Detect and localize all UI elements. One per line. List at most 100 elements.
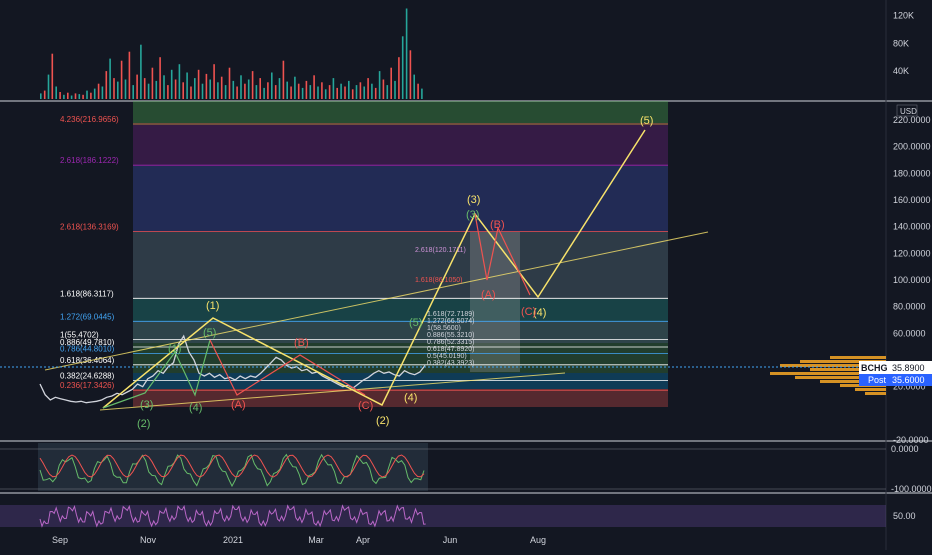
post-badge-bg bbox=[859, 374, 932, 386]
volume-bar-52 bbox=[240, 75, 242, 99]
volume-bar-13 bbox=[90, 92, 92, 99]
volume-bar-67 bbox=[297, 83, 300, 99]
fib-zone-top bbox=[133, 101, 668, 125]
wave-label: (3) bbox=[140, 399, 153, 411]
price-tick-label: 140.0000 bbox=[893, 222, 931, 232]
volume-bar-40 bbox=[194, 78, 196, 99]
post-badge-label: Post bbox=[868, 375, 887, 385]
secondary-fib-labels: 1.618(72.7189)1.272(66.5074)1(58.5600)0.… bbox=[415, 247, 474, 367]
time-axis: Sep Nov 2021 Mar Apr Jun Aug bbox=[52, 535, 546, 545]
volume-bar-44 bbox=[209, 79, 211, 99]
volume-bar-93 bbox=[398, 57, 400, 99]
wave-label: (B) bbox=[294, 337, 309, 349]
volume-bar-28 bbox=[147, 83, 150, 99]
currency-label: USD bbox=[900, 107, 917, 116]
volume-bar-31 bbox=[159, 57, 161, 99]
volume-bar-94 bbox=[401, 36, 404, 99]
volume-bar-73 bbox=[321, 82, 323, 99]
time-axis-label: Apr bbox=[356, 535, 370, 545]
secondary-fib-label: 1.618(72.7189) bbox=[427, 311, 474, 318]
volume-bar-59 bbox=[267, 82, 269, 99]
volume-bar-38 bbox=[186, 72, 188, 99]
volume-tick-label: 80K bbox=[893, 38, 909, 48]
volume-bar-49 bbox=[228, 67, 231, 99]
price-tick-label: -20.0000 bbox=[893, 435, 929, 445]
currency-box bbox=[896, 104, 918, 117]
symbol-price-badge[interactable]: BCHG 35.8900 bbox=[859, 361, 932, 374]
wave-label: (B) bbox=[490, 219, 505, 231]
volume-bar-17 bbox=[105, 71, 108, 99]
fib-level-label: 0.786(44.8010) bbox=[60, 345, 115, 354]
time-axis-label: Mar bbox=[308, 535, 324, 545]
wave-label: (4) bbox=[404, 392, 417, 404]
volume-bar-8 bbox=[70, 95, 73, 99]
volume-panel bbox=[40, 8, 423, 99]
price-axis: 220.0000 200.0000 180.0000 160.0000 140.0000… bbox=[893, 115, 931, 445]
wave-label: (5) bbox=[640, 115, 653, 127]
wave-label: (A) bbox=[481, 289, 496, 301]
volume-bar-98 bbox=[417, 83, 419, 99]
volume-bar-88 bbox=[378, 71, 381, 99]
volume-axis: 120K 80K 40K bbox=[893, 10, 914, 76]
volume-bar-69 bbox=[305, 80, 308, 99]
volume-bar-66 bbox=[294, 76, 296, 99]
volume-bar-54 bbox=[247, 79, 250, 99]
volume-bar-16 bbox=[101, 86, 104, 99]
volume-bar-86 bbox=[371, 83, 373, 99]
volume-bar-27 bbox=[143, 78, 146, 99]
volume-bar-50 bbox=[232, 80, 235, 99]
oscillator-panel bbox=[0, 443, 886, 491]
wave-label: (1) bbox=[206, 300, 219, 312]
volume-bar-81 bbox=[351, 89, 354, 99]
secondary-fib-label: 0.786(52.3315) bbox=[427, 339, 474, 346]
volume-bar-78 bbox=[340, 83, 342, 99]
fib-zone-cyan bbox=[133, 321, 668, 343]
volume-bar-95 bbox=[405, 8, 408, 99]
volume-bar-14 bbox=[93, 88, 96, 99]
price-tick-label: 80.0000 bbox=[893, 302, 926, 312]
volume-bar-77 bbox=[336, 87, 338, 99]
volume-bar-19 bbox=[113, 78, 115, 99]
upper-fib-label: 1.618(86.1050) bbox=[415, 277, 462, 284]
fib-zone-lightblue bbox=[133, 373, 668, 389]
volume-bar-43 bbox=[205, 73, 208, 99]
volume-bar-82 bbox=[355, 85, 358, 99]
volume-bar-99 bbox=[421, 88, 423, 99]
volume-bar-61 bbox=[274, 85, 277, 99]
volume-bar-35 bbox=[174, 79, 177, 99]
volume-bar-96 bbox=[409, 50, 412, 99]
fib-zone-blue bbox=[133, 166, 668, 232]
post-price-badge[interactable]: Post 35.6000 bbox=[859, 374, 932, 386]
vp-bar bbox=[800, 360, 886, 363]
volume-bar-6 bbox=[63, 94, 65, 99]
volume-bar-72 bbox=[317, 86, 319, 99]
rsi-band bbox=[0, 505, 886, 527]
volume-bar-79 bbox=[344, 86, 346, 99]
wave-label: (A) bbox=[231, 399, 246, 411]
wave-label: (3) bbox=[466, 209, 479, 221]
volume-bar-64 bbox=[286, 81, 288, 99]
secondary-fib-label: 0.5(45.0190) bbox=[427, 353, 467, 360]
wave-label: (1) bbox=[168, 343, 181, 355]
time-axis-label: Aug bbox=[530, 535, 546, 545]
time-axis-label: Sep bbox=[52, 535, 68, 545]
volume-bar-75 bbox=[328, 85, 331, 99]
fib-level-label: 0.236(17.3426) bbox=[60, 381, 115, 390]
volume-bar-7 bbox=[67, 92, 69, 99]
volume-bar-60 bbox=[271, 72, 273, 99]
volume-bar-20 bbox=[117, 81, 119, 99]
oscillator-axis: 0.0000 -100.0000 50.00 bbox=[891, 444, 932, 521]
volume-bar-45 bbox=[213, 64, 215, 99]
secondary-fib-label: 0.618(47.8920) bbox=[427, 346, 474, 353]
volume-bar-58 bbox=[263, 87, 265, 99]
volume-bar-21 bbox=[120, 60, 123, 99]
secondary-fib-label: 0.886(55.3210) bbox=[427, 332, 474, 339]
volume-bar-18 bbox=[109, 58, 111, 99]
fibonacci-zones bbox=[133, 101, 668, 407]
volume-bar-74 bbox=[324, 89, 327, 99]
volume-bar-90 bbox=[386, 85, 389, 99]
volume-bar-42 bbox=[201, 83, 204, 99]
volume-bar-33 bbox=[167, 85, 169, 99]
